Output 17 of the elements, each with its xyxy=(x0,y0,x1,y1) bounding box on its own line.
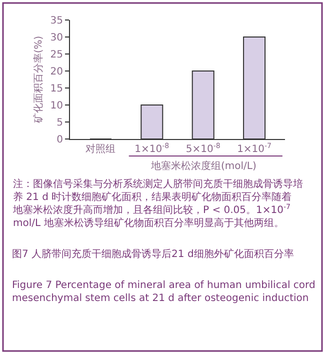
y-tick-label: 35 xyxy=(50,16,63,26)
x-tick-label: 对照组 xyxy=(86,143,116,155)
x-tick-label: 5×10$^{-8}$ xyxy=(186,142,220,155)
y-tick-label: 25 xyxy=(50,50,63,60)
y-tick-label: 20 xyxy=(50,66,63,78)
caption: Figure 7 Percentage of mineral area of human umbilical cord mesenchymal stem cells at 21 d after osteogenic induction xyxy=(12,280,316,304)
y-tick-label: 15 xyxy=(50,84,63,94)
x-tick-label: 1×10$^{-8}$ xyxy=(134,142,170,155)
text: 注：图像信号采集与分析系统测定人脐带间充质干细胞成骨诱导培养 21 d 时计数细胞矿化面积，结果表明矿化物面积百分率随着地塞米松浓度升高而增加，且各组间比较，P < 0.05。1×10$^{-7}$ mol/L 地塞米松诱导组矿化物面积百分率明显高于其他两组。 xyxy=(12,178,303,229)
x-axis-title: 地塞米松浓度组(mol/L) xyxy=(150,160,256,172)
y-tick-label: 0 xyxy=(56,134,63,146)
y-tick-label: 5 xyxy=(56,118,63,128)
y-tick-label: 10 xyxy=(50,100,63,112)
x-tick-label: 1×10$^{-7}$ xyxy=(237,142,272,155)
y-tick-label: 30 xyxy=(50,32,63,44)
caption: 图7 人脐带间充质干细胞成骨诱导后21 d细胞外矿化面积百分率 xyxy=(12,248,294,260)
y-axis-title: 矿化面积百分率(%) xyxy=(32,36,44,124)
